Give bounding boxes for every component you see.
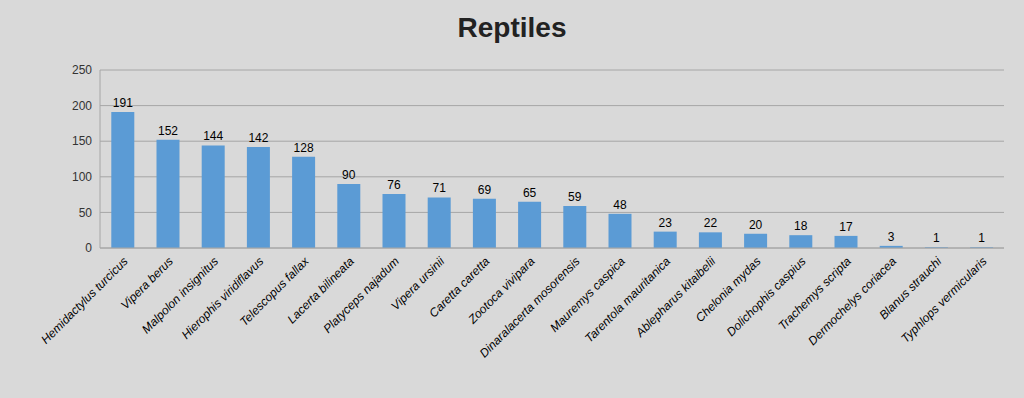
svg-text:Dinaralacerta mosorensis: Dinaralacerta mosorensis: [476, 254, 583, 361]
svg-text:250: 250: [72, 63, 92, 77]
html-text:Reptiles: Reptiles: [457, 12, 567, 43]
svg-text:Typhlops vermicularis: Typhlops vermicularis: [898, 254, 989, 345]
svg-text:Blanus strauchi: Blanus strauchi: [876, 254, 945, 323]
svg-text:150: 150: [72, 134, 92, 148]
svg-text:Hierophis viridiflavus: Hierophis viridiflavus: [179, 254, 267, 342]
svg-text:Chelonia mydas: Chelonia mydas: [692, 254, 764, 325]
svg-text:Tarentola mauritanica: Tarentola mauritanica: [582, 254, 673, 345]
svg-text:191: 191: [113, 96, 133, 110]
svg-text:18: 18: [794, 219, 808, 233]
svg-text:Ablepharus kitaibelii: Ablepharus kitaibelii: [632, 254, 718, 340]
svg-text:Dolichophis caspius: Dolichophis caspius: [724, 254, 809, 339]
svg-text:152: 152: [158, 124, 178, 138]
svg-text:3: 3: [888, 230, 895, 244]
svg-text:Hemidactylus turcicus: Hemidactylus turcicus: [38, 254, 130, 346]
svg-text:59: 59: [568, 190, 582, 204]
svg-text:Caretta caretta: Caretta caretta: [426, 254, 493, 321]
svg-text:100: 100: [72, 170, 92, 184]
svg-text:20: 20: [749, 218, 763, 232]
svg-text:Mauremys caspica: Mauremys caspica: [547, 254, 628, 335]
svg-text:69: 69: [478, 183, 492, 197]
svg-text:1: 1: [978, 231, 985, 245]
svg-text:50: 50: [79, 206, 93, 220]
svg-text:17: 17: [839, 220, 853, 234]
svg-text:Trachemys scripta: Trachemys scripta: [775, 254, 854, 333]
svg-text:65: 65: [523, 186, 537, 200]
svg-text:90: 90: [342, 168, 356, 182]
svg-text:Malpolon insignitus: Malpolon insignitus: [139, 254, 221, 336]
svg-text:Telescopus fallax: Telescopus fallax: [236, 254, 312, 329]
svg-text:48: 48: [613, 198, 627, 212]
svg-text:142: 142: [248, 131, 268, 145]
svg-text:71: 71: [433, 181, 447, 195]
svg-text:Vipera ursinii: Vipera ursinii: [388, 254, 448, 313]
svg-text:1: 1: [933, 231, 940, 245]
svg-text:0: 0: [85, 241, 92, 255]
svg-text:76: 76: [387, 178, 401, 192]
svg-text:Vipera berus: Vipera berus: [118, 254, 176, 313]
svg-text:128: 128: [294, 141, 314, 155]
svg-text:Dermochelys coriacea: Dermochelys coriacea: [805, 254, 899, 348]
svg-text:Zootoca vivipara: Zootoca vivipara: [465, 254, 538, 327]
svg-text:Platyceps najadum: Platyceps najadum: [320, 254, 402, 336]
svg-text:200: 200: [72, 99, 92, 113]
svg-text:144: 144: [203, 129, 223, 143]
svg-text:22: 22: [704, 216, 718, 230]
svg-text:23: 23: [659, 216, 673, 230]
svg-text:Lacerta bilineata: Lacerta bilineata: [284, 254, 357, 327]
